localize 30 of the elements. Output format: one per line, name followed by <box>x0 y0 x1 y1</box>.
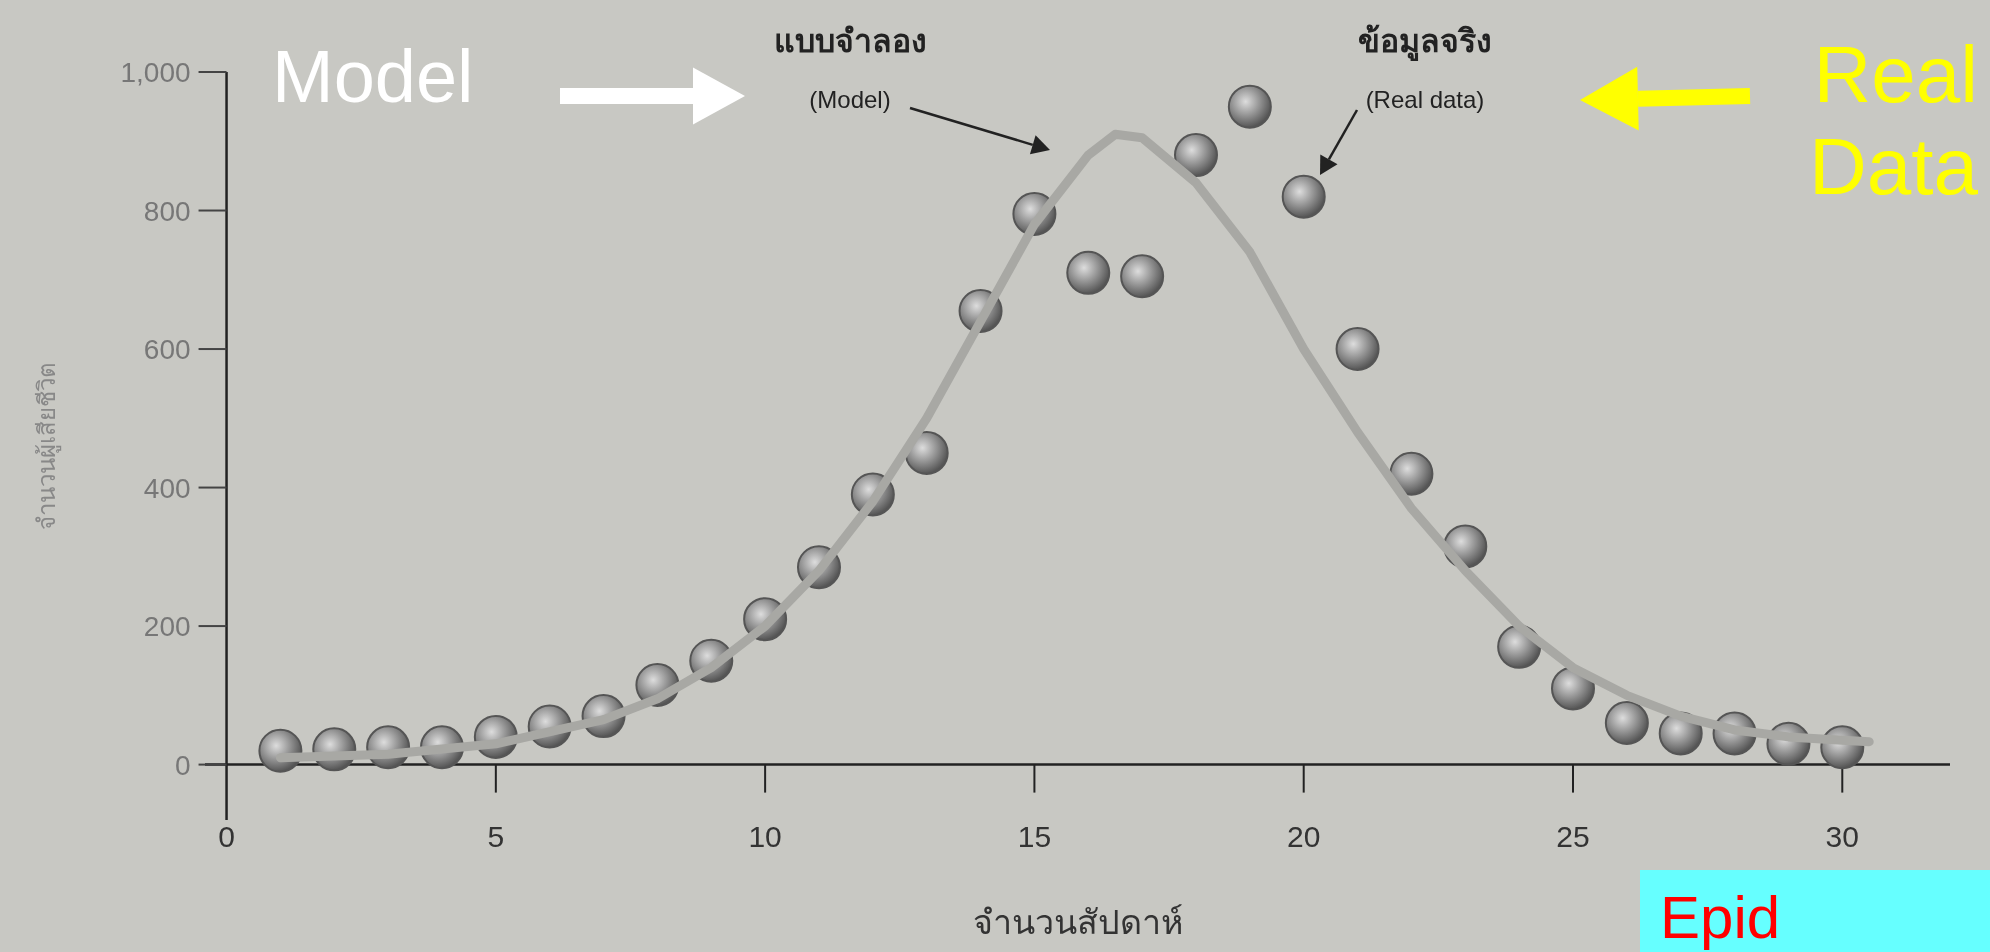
point <box>1066 250 1111 295</box>
y-tick-label: 800 <box>143 195 191 227</box>
annotation: Model <box>272 35 474 118</box>
point <box>1335 327 1380 372</box>
x-tick-label: 15 <box>1017 819 1052 853</box>
text: ข้อมูลจริง <box>1358 23 1492 62</box>
x-tick-label: 10 <box>748 819 782 853</box>
x-tick-label: 0 <box>218 819 235 853</box>
y-axis-title: จำนวนผู้เสียชีวิต <box>33 362 62 530</box>
x-tick-label: 20 <box>1287 819 1321 853</box>
x-axis-title: จำนวนสัปดาห์ <box>972 903 1183 941</box>
point <box>1227 84 1272 129</box>
x-tick-label: 30 <box>1825 819 1859 853</box>
point <box>1389 451 1434 496</box>
y-tick-label: 400 <box>143 472 191 504</box>
epid-box: Epid <box>1640 870 1990 952</box>
annotation: Real Data <box>1809 30 1979 211</box>
y-tick-label: 1,000 <box>120 57 191 88</box>
y-tick-label: 600 <box>143 334 191 366</box>
point <box>1173 133 1218 178</box>
point <box>1604 701 1649 746</box>
y-tick-label: 0 <box>174 749 191 781</box>
text: แบบจำลอง <box>773 23 927 59</box>
x-tick-label: 5 <box>487 819 505 853</box>
x-tick-label: 25 <box>1556 819 1590 853</box>
point <box>1120 254 1165 299</box>
annotation: (Real data) <box>1365 86 1485 113</box>
y-tick-label: 200 <box>143 611 191 643</box>
annotation: (Model) <box>809 86 891 113</box>
point <box>1281 174 1326 219</box>
